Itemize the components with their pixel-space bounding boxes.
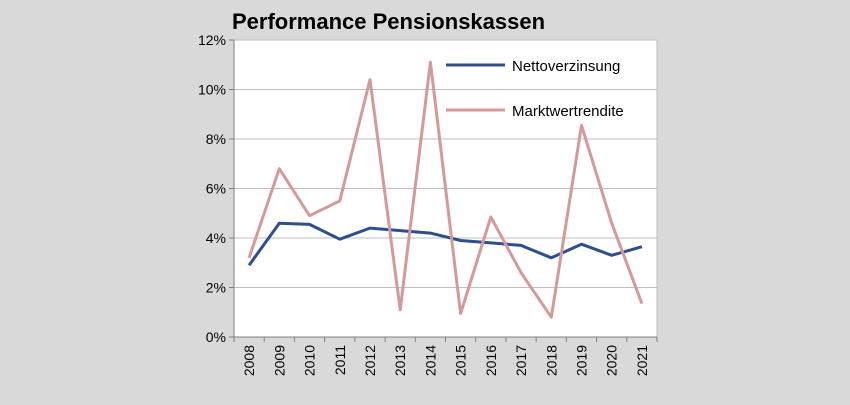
legend-label: Marktwertrendite (512, 103, 624, 120)
x-tick-label: 2011 (332, 345, 348, 375)
x-tick-label: 2018 (543, 345, 559, 376)
y-tick-label: 6% (206, 181, 226, 197)
x-tick-label: 2020 (604, 345, 620, 376)
y-tick-label: 10% (198, 82, 226, 98)
x-tick-label: 2017 (513, 345, 529, 376)
x-tick-label: 2012 (362, 345, 378, 376)
x-tick-label: 2008 (241, 345, 257, 376)
x-tick-label: 2014 (422, 345, 438, 376)
legend-label: Nettoverzinsung (512, 58, 620, 75)
x-tick-label: 2015 (453, 345, 469, 376)
y-tick-label: 4% (206, 230, 226, 246)
x-tick-label: 2016 (483, 345, 499, 376)
x-tick-label: 2009 (271, 345, 287, 376)
x-tick-label: 2021 (634, 345, 650, 376)
chart-title: Performance Pensionskassen (232, 9, 545, 34)
y-tick-label: 12% (198, 32, 226, 48)
x-tick-label: 2013 (392, 345, 408, 376)
y-tick-label: 0% (206, 329, 226, 345)
x-tick-label: 2010 (302, 345, 318, 376)
x-tick-label: 2019 (573, 345, 589, 376)
y-tick-label: 8% (206, 131, 226, 147)
y-tick-label: 2% (206, 280, 226, 296)
